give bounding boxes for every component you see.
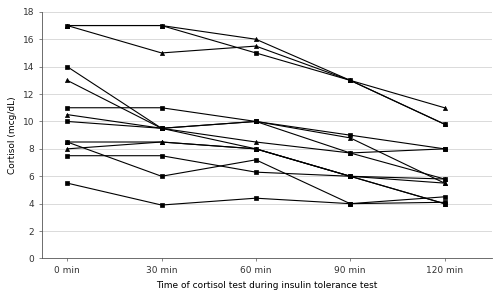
X-axis label: Time of cortisol test during insulin tolerance test: Time of cortisol test during insulin tol… (156, 281, 378, 290)
Y-axis label: Cortisol (mcg/dL): Cortisol (mcg/dL) (8, 96, 18, 174)
